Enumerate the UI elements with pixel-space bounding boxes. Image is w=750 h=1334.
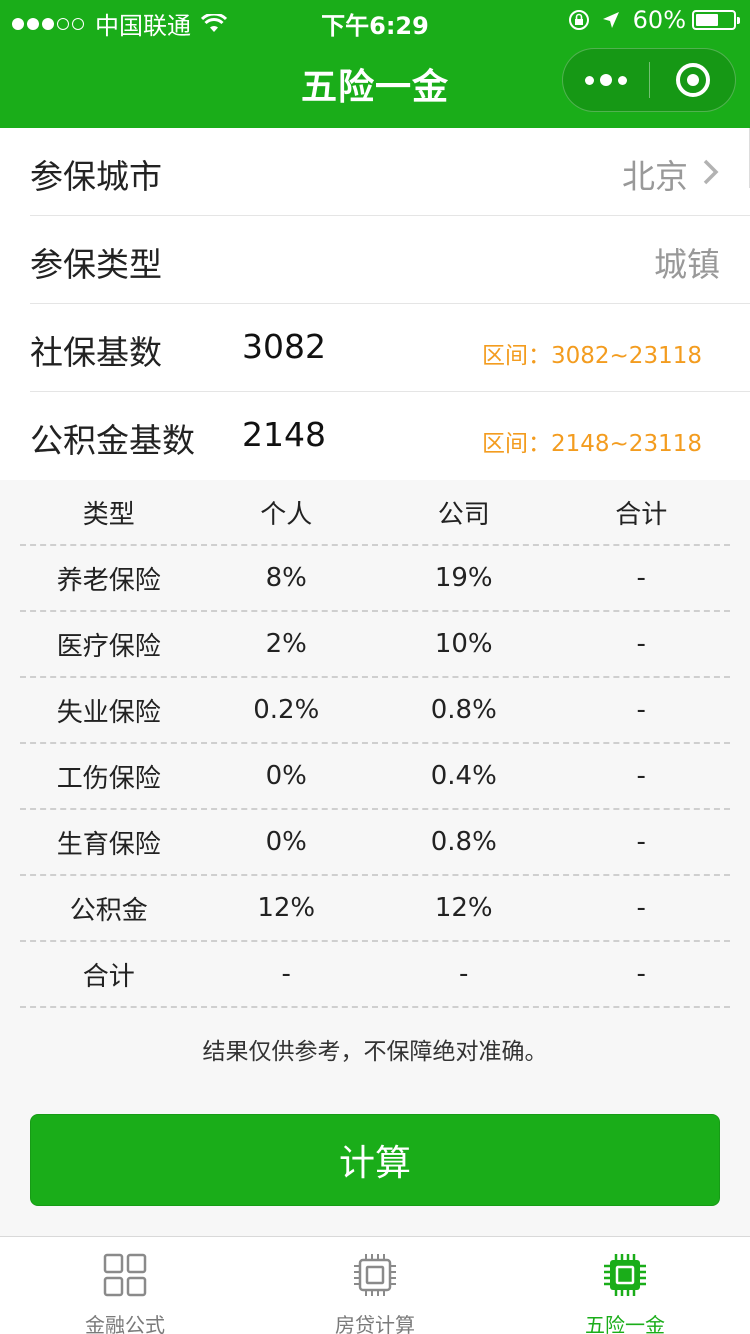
status-left: 中国联通	[12, 6, 227, 41]
table-cell: -	[636, 827, 646, 857]
close-button[interactable]	[650, 63, 735, 97]
table-cell: 养老保险	[56, 565, 161, 596]
rotation-lock-icon	[568, 10, 589, 30]
type-row[interactable]: 参保类型 城镇	[30, 216, 750, 304]
insurance-form: 参保城市 北京 参保类型 城镇 社保基数 3082 区间：3082~23118 …	[0, 128, 750, 480]
city-value[interactable]: 北京	[622, 157, 688, 196]
table-row: 公积金 12% 12% -	[20, 876, 730, 942]
table-cell: 10%	[434, 629, 493, 659]
header-cell: 公司	[437, 499, 490, 530]
table-row: 生育保险 0% 0.8% -	[20, 810, 730, 876]
table-row: 合计 - - -	[20, 942, 730, 1008]
signal-strength-icon	[12, 17, 87, 30]
table-cell: 工伤保险	[56, 763, 161, 794]
table-cell: -	[459, 959, 469, 989]
city-row[interactable]: 参保城市 北京	[30, 128, 750, 216]
tab-mortgage-calc[interactable]: 房贷计算	[250, 1237, 500, 1334]
page-title: 五险一金	[300, 67, 449, 108]
tab-label: 金融公式	[85, 1313, 165, 1334]
carrier-name: 中国联通	[95, 12, 191, 40]
city-label: 参保城市	[30, 157, 162, 196]
table-cell: 0.2%	[253, 695, 320, 725]
table-cell: 12%	[434, 893, 493, 923]
table-cell: 2%	[265, 629, 307, 659]
table-row: 工伤保险 0% 0.4% -	[20, 744, 730, 810]
more-button[interactable]	[563, 49, 649, 111]
social-base-row: 社保基数 3082 区间：3082~23118	[30, 304, 750, 392]
tab-bar: 金融公式 房贷计算 五险一金	[0, 1236, 750, 1334]
fund-base-label: 公积金基数	[30, 421, 195, 460]
table-cell: 0.8%	[430, 827, 497, 857]
table-cell: 0.4%	[430, 761, 497, 791]
header-cell: 合计	[615, 499, 668, 530]
social-base-label: 社保基数	[30, 333, 162, 372]
table-cell: 0.8%	[430, 695, 497, 725]
table-cell: 12%	[257, 893, 316, 923]
header-cell: 个人	[260, 499, 313, 530]
table-row: 失业保险 0.2% 0.8% -	[20, 678, 730, 744]
fund-base-range: 区间：2148~23118	[482, 431, 702, 457]
table-cell: 生育保险	[56, 829, 161, 860]
table-header: 类型 个人 公司 合计	[20, 480, 730, 546]
tab-label: 房贷计算	[335, 1313, 415, 1334]
table-cell: -	[281, 959, 291, 989]
table-row: 养老保险 8% 19% -	[20, 546, 730, 612]
battery-icon	[692, 10, 740, 30]
calculate-button[interactable]: 计算	[30, 1114, 720, 1206]
table-cell: 失业保险	[56, 697, 161, 728]
tab-finance-formulas[interactable]: 金融公式	[0, 1237, 250, 1334]
table-cell: -	[636, 959, 646, 989]
table-cell: 公积金	[69, 895, 148, 926]
tab-label: 五险一金	[585, 1313, 665, 1334]
table-cell: 8%	[265, 563, 307, 593]
type-value[interactable]: 城镇	[654, 245, 720, 284]
table-cell: 合计	[82, 961, 135, 992]
fund-base-row: 公积金基数 2148 区间：2148~23118	[30, 392, 750, 480]
status-time: 下午6:29	[321, 12, 429, 40]
table-row: 医疗保险 2% 10% -	[20, 612, 730, 678]
table-cell: -	[636, 629, 646, 659]
mini-program-capsule	[562, 48, 736, 112]
table-cell: -	[636, 893, 646, 923]
rate-table: 类型 个人 公司 合计 养老保险 8% 19% - 医疗保险 2% 10% - …	[20, 480, 730, 1008]
disclaimer-text: 结果仅供参考，不保障绝对准确。	[202, 1039, 548, 1065]
table-cell: 19%	[434, 563, 493, 593]
top-bar: 中国联通 下午6:29 60% 五险一金	[0, 0, 750, 128]
table-cell: 0%	[265, 761, 307, 791]
status-bar: 中国联通 下午6:29 60%	[0, 0, 750, 40]
chevron-right-icon	[703, 159, 719, 185]
grid-icon	[103, 1253, 147, 1297]
tab-social-insurance[interactable]: 五险一金	[500, 1237, 750, 1334]
chip-icon	[604, 1254, 646, 1296]
table-cell: 0%	[265, 827, 307, 857]
type-label: 参保类型	[30, 245, 162, 284]
chip-icon	[354, 1254, 396, 1296]
wifi-icon	[201, 13, 227, 32]
table-cell: -	[636, 695, 646, 725]
social-base-input[interactable]: 3082	[242, 327, 326, 366]
status-right: 60%	[567, 6, 740, 34]
battery-percent: 60%	[632, 6, 686, 34]
social-base-range: 区间：3082~23118	[482, 343, 702, 369]
header-cell: 类型	[82, 499, 135, 530]
table-cell: 医疗保险	[56, 631, 161, 662]
fund-base-input[interactable]: 2148	[242, 415, 326, 454]
table-cell: -	[636, 761, 646, 791]
target-icon	[675, 63, 710, 97]
location-arrow-icon	[602, 12, 619, 28]
table-cell: -	[636, 563, 646, 593]
